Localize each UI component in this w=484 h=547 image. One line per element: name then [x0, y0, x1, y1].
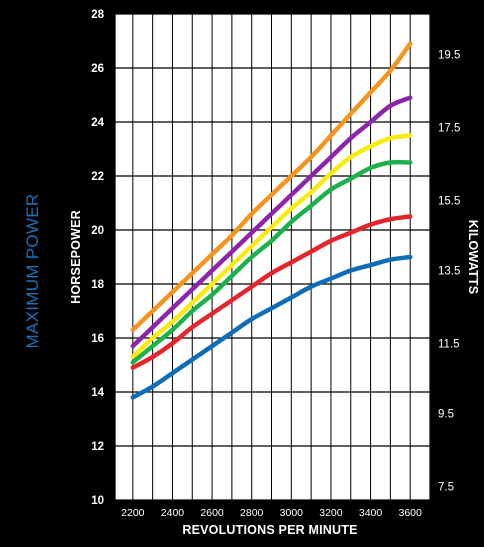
x-tick-label: 3000 [280, 507, 304, 519]
series-line-5 [130, 214, 413, 370]
x-axis-label: REVOLUTIONS PER MINUTE [182, 523, 357, 537]
y-tick-label: 16 [91, 333, 104, 345]
y-tick-label: 12 [91, 441, 104, 453]
y2-tick-label: 9.5 [438, 409, 454, 421]
y2-tick-label: 13.5 [438, 266, 460, 278]
x-tick-label: 3600 [399, 507, 423, 519]
y-axis-label: HORSEPOWER [69, 210, 83, 304]
series-line-2 [130, 95, 413, 349]
y-tick-label: 10 [91, 495, 104, 507]
chart-title: MAXIMUM POWER [23, 193, 42, 348]
y-tick-label: 14 [91, 387, 104, 399]
y2-tick-labels: 7.5 9.5 11.5 13.5 15.5 17.5 19.5 [438, 50, 460, 494]
y2-tick-label: 7.5 [438, 482, 454, 494]
y-tick-label: 22 [91, 171, 104, 183]
y-tick-label: 20 [91, 225, 104, 237]
y-tick-label: 28 [91, 9, 104, 21]
x-tick-label: 2600 [200, 507, 224, 519]
y-tick-label: 24 [91, 117, 104, 129]
plot-area [115, 14, 430, 500]
y2-tick-label: 19.5 [438, 50, 460, 62]
series-layer [130, 41, 413, 400]
series-line-3 [130, 133, 413, 360]
y-tick-labels: 10 12 14 16 18 20 22 24 26 28 [91, 9, 104, 507]
y2-tick-label: 15.5 [438, 195, 460, 207]
plot-frame [114, 13, 431, 501]
y2-tick-label: 17.5 [438, 122, 460, 134]
x-tick-label: 2400 [161, 507, 185, 519]
y2-tick-label: 11.5 [438, 338, 460, 350]
series-line-6 [130, 254, 413, 400]
y2-axis-label: KILOWATTS [466, 220, 480, 294]
x-tick-label: 3200 [319, 507, 343, 519]
y-tick-label: 26 [91, 63, 104, 75]
x-tick-labels: 2200 2400 2600 2800 3000 3200 3400 3600 [121, 507, 422, 519]
series-line-4 [130, 159, 413, 365]
x-tick-label: 2200 [121, 507, 145, 519]
series-line-1 [130, 41, 413, 333]
x-tick-label: 2800 [240, 507, 264, 519]
y-tick-label: 18 [91, 279, 104, 291]
x-tick-label: 3400 [359, 507, 383, 519]
